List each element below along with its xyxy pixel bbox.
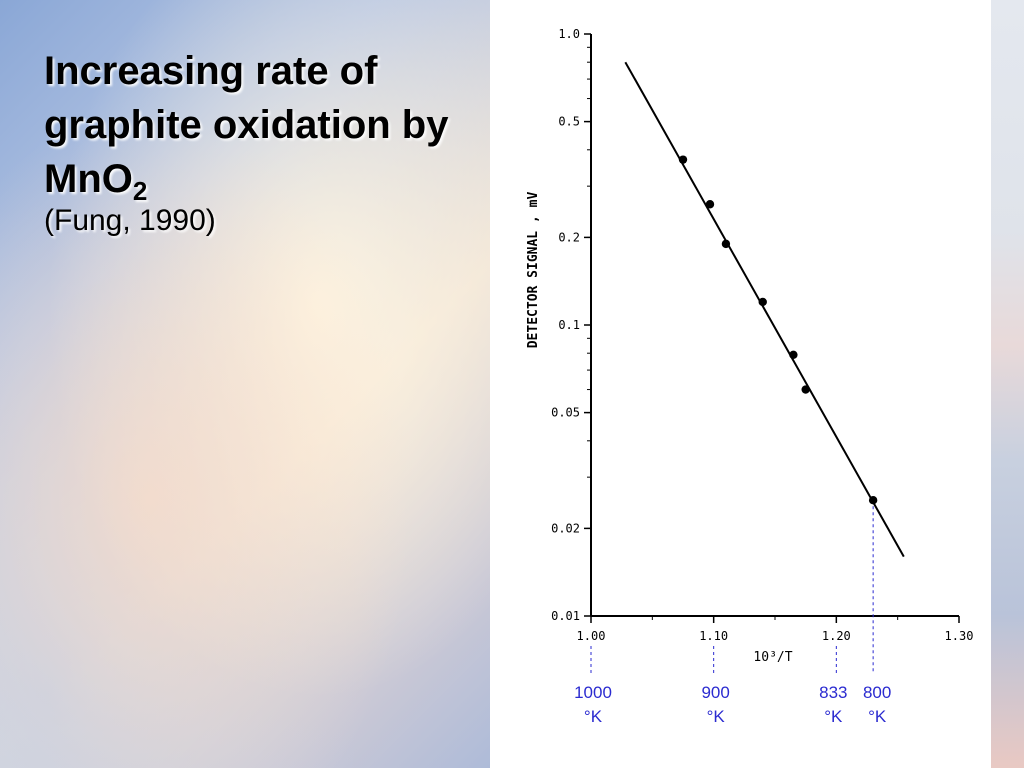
temperature-unit-label: °K	[824, 707, 843, 726]
y-tick-label: 0.2	[558, 230, 580, 244]
x-tick-label: 1.30	[945, 629, 974, 643]
data-point	[801, 385, 810, 394]
data-point	[721, 239, 731, 249]
fit-line	[624, 61, 905, 558]
y-tick-label: 0.01	[551, 609, 580, 623]
arrhenius-chart: 1.0 0.5 0.2 0.1 0.05 0.02 0.01 1.00 1.10 1.20 1.3…	[500, 0, 990, 768]
temperature-label: 1000	[574, 683, 612, 702]
y-tick-label: 0.05	[551, 406, 580, 420]
x-ticks: 1.00 1.10 1.20 1.30	[577, 616, 974, 643]
title-text: Increasing rate of graphite oxidation by…	[44, 49, 449, 201]
temperature-unit-label: °K	[868, 707, 887, 726]
title-subscript: 2	[132, 176, 148, 206]
slide-background	[0, 0, 490, 768]
y-tick-label: 0.1	[558, 318, 580, 332]
data-points	[678, 155, 878, 505]
x-tick-label: 1.10	[699, 629, 728, 643]
y-axis-label: DETECTOR SIGNAL , mV	[526, 192, 541, 349]
data-point	[705, 200, 715, 209]
citation: (Fung, 1990)	[44, 204, 216, 237]
temperature-label: 833	[819, 683, 847, 702]
x-tick-label: 1.00	[577, 629, 606, 643]
slide-background-edge	[991, 0, 1024, 768]
x-tick-label: 1.20	[822, 629, 851, 643]
chart-background	[500, 0, 990, 768]
slide-title: Increasing rate of graphite oxidation by…	[44, 44, 484, 206]
data-point	[868, 495, 878, 505]
y-tick-label: 0.02	[551, 521, 580, 535]
temperature-label: 900	[701, 683, 729, 702]
y-ticks: 1.0 0.5 0.2 0.1 0.05 0.02 0.01	[551, 27, 591, 623]
x-axis-label: 10³/T	[753, 650, 792, 665]
temperature-unit-label: °K	[584, 707, 603, 726]
y-tick-label: 0.5	[558, 115, 580, 129]
temperature-annotations: 1000 °K 900 °K 833 °K 800 °K	[574, 506, 891, 726]
y-tick-label: 1.0	[558, 27, 580, 41]
data-point	[758, 297, 767, 307]
fit-line-group	[624, 61, 905, 558]
temperature-unit-label: °K	[707, 707, 726, 726]
data-point	[789, 350, 798, 359]
temperature-label: 800	[863, 683, 891, 702]
data-point	[678, 155, 688, 164]
